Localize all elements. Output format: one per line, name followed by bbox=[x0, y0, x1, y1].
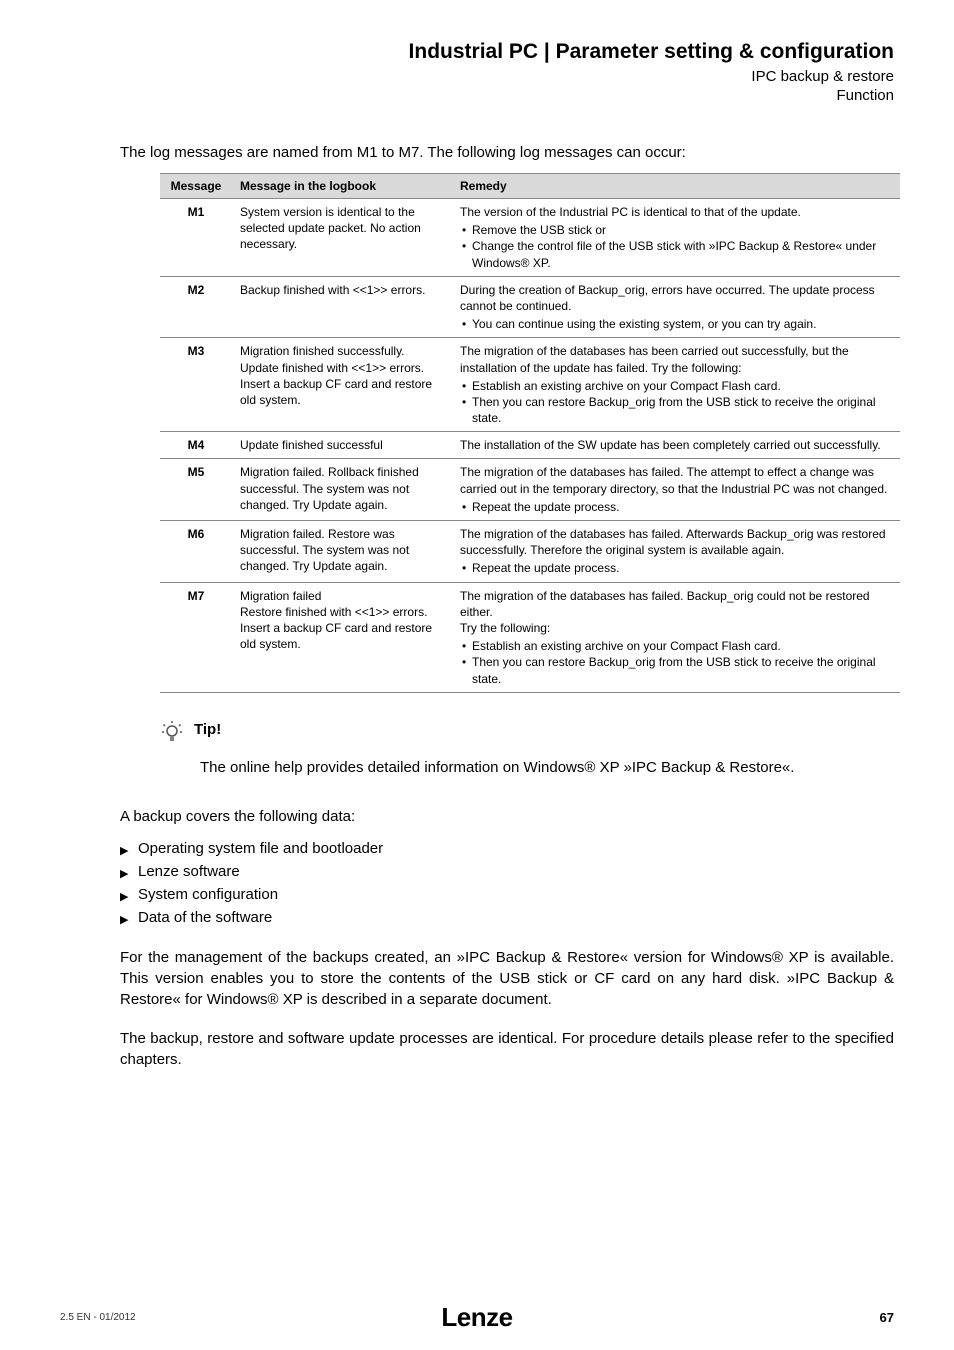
col-logbook: Message in the logbook bbox=[232, 174, 452, 199]
cell-remedy: The installation of the SW update has be… bbox=[452, 432, 900, 459]
cell-message-id: M7 bbox=[160, 582, 232, 692]
footer-page: 67 bbox=[880, 1310, 894, 1325]
header-title: Industrial PC | Parameter setting & conf… bbox=[60, 40, 894, 64]
lightbulb-icon bbox=[160, 721, 184, 749]
table-row: M7Migration failed Restore finished with… bbox=[160, 582, 900, 692]
cell-message-id: M1 bbox=[160, 199, 232, 277]
cell-message-id: M5 bbox=[160, 459, 232, 521]
cell-message-id: M2 bbox=[160, 276, 232, 338]
table-row: M2Backup finished with <<1>> errors.Duri… bbox=[160, 276, 900, 338]
remedy-bullet: Remove the USB stick or bbox=[460, 222, 892, 238]
page-header: Industrial PC | Parameter setting & conf… bbox=[60, 40, 894, 104]
cell-remedy: The migration of the databases has been … bbox=[452, 338, 900, 432]
remedy-bullet: Establish an existing archive on your Co… bbox=[460, 638, 892, 654]
tip-label: Tip! bbox=[194, 721, 221, 738]
cell-logbook: Migration finished successfully. Update … bbox=[232, 338, 452, 432]
backup-intro: A backup covers the following data: bbox=[120, 806, 894, 827]
cell-logbook: Migration failed. Restore was successful… bbox=[232, 521, 452, 583]
header-sub1: IPC backup & restore bbox=[60, 68, 894, 85]
remedy-bullet: You can continue using the existing syst… bbox=[460, 316, 892, 332]
table-header-row: Message Message in the logbook Remedy bbox=[160, 174, 900, 199]
list-item: Data of the software bbox=[120, 906, 894, 929]
list-item: Lenze software bbox=[120, 860, 894, 883]
paragraph-2: The backup, restore and software update … bbox=[120, 1028, 894, 1070]
remedy-bullet: Then you can restore Backup_orig from th… bbox=[460, 654, 892, 686]
header-sub2: Function bbox=[60, 87, 894, 104]
backup-list: Operating system file and bootloaderLenz… bbox=[120, 837, 894, 929]
cell-logbook: Backup finished with <<1>> errors. bbox=[232, 276, 452, 338]
list-item: Operating system file and bootloader bbox=[120, 837, 894, 860]
footer-version: 2.5 EN - 01/2012 bbox=[60, 1312, 136, 1323]
tip-block: Tip! bbox=[160, 721, 894, 749]
cell-logbook: Migration failed Restore finished with <… bbox=[232, 582, 452, 692]
intro-text: The log messages are named from M1 to M7… bbox=[120, 144, 894, 161]
cell-message-id: M4 bbox=[160, 432, 232, 459]
tip-text: The online help provides detailed inform… bbox=[200, 757, 894, 778]
cell-remedy: The migration of the databases has faile… bbox=[452, 459, 900, 521]
log-messages-table: Message Message in the logbook Remedy M1… bbox=[160, 173, 900, 693]
remedy-bullet: Change the control file of the USB stick… bbox=[460, 238, 892, 270]
cell-remedy: The version of the Industrial PC is iden… bbox=[452, 199, 900, 277]
table-row: M6Migration failed. Restore was successf… bbox=[160, 521, 900, 583]
cell-remedy: The migration of the databases has faile… bbox=[452, 521, 900, 583]
table-row: M3Migration finished successfully. Updat… bbox=[160, 338, 900, 432]
col-message: Message bbox=[160, 174, 232, 199]
cell-message-id: M3 bbox=[160, 338, 232, 432]
table-row: M1System version is identical to the sel… bbox=[160, 199, 900, 277]
paragraph-1: For the management of the backups create… bbox=[120, 947, 894, 1010]
remedy-bullet: Repeat the update process. bbox=[460, 499, 892, 515]
remedy-bullet: Repeat the update process. bbox=[460, 560, 892, 576]
footer-logo: Lenze bbox=[441, 1302, 512, 1333]
cell-logbook: System version is identical to the selec… bbox=[232, 199, 452, 277]
remedy-bullet: Establish an existing archive on your Co… bbox=[460, 378, 892, 394]
cell-remedy: During the creation of Backup_orig, erro… bbox=[452, 276, 900, 338]
list-item: System configuration bbox=[120, 883, 894, 906]
table-row: M4Update finished successfulThe installa… bbox=[160, 432, 900, 459]
cell-logbook: Migration failed. Rollback finished succ… bbox=[232, 459, 452, 521]
cell-remedy: The migration of the databases has faile… bbox=[452, 582, 900, 692]
cell-logbook: Update finished successful bbox=[232, 432, 452, 459]
cell-message-id: M6 bbox=[160, 521, 232, 583]
col-remedy: Remedy bbox=[452, 174, 900, 199]
page-footer: 2.5 EN - 01/2012 Lenze 67 bbox=[60, 1310, 894, 1325]
table-row: M5Migration failed. Rollback finished su… bbox=[160, 459, 900, 521]
remedy-bullet: Then you can restore Backup_orig from th… bbox=[460, 394, 892, 426]
